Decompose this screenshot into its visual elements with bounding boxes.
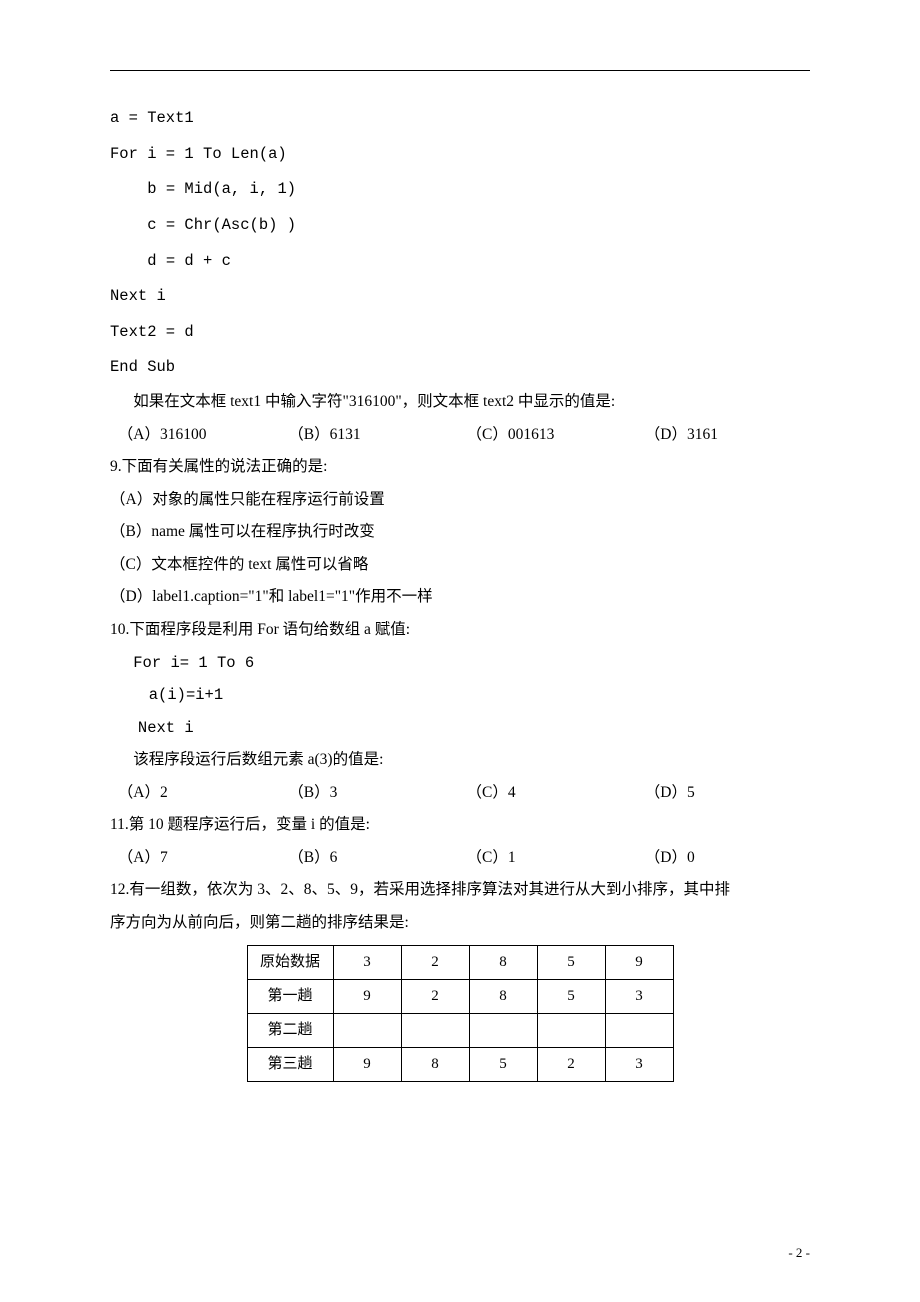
q8-opt-a: （A）316100 <box>118 419 289 452</box>
page-number: - 2 - <box>788 1239 810 1266</box>
q10-opt-d: （D）5 <box>645 777 695 810</box>
q10-options: （A）2 （B）3 （C）4 （D）5 <box>110 777 810 810</box>
cell: 9 <box>333 980 401 1014</box>
code-block-1: a = Text1 For i = 1 To Len(a) b = Mid(a,… <box>110 101 810 386</box>
cell: 2 <box>401 946 469 980</box>
code-line: For i = 1 To Len(a) <box>110 145 287 163</box>
cell <box>605 1014 673 1048</box>
cell: 2 <box>537 1048 605 1082</box>
q12-stem-2: 序方向为从前向后，则第二趟的排序结果是: <box>110 907 810 940</box>
q11-opt-d: （D）0 <box>645 842 695 875</box>
cell <box>537 1014 605 1048</box>
table-row: 第一趟 9 2 8 5 3 <box>247 980 673 1014</box>
q10-opt-a: （A）2 <box>118 777 289 810</box>
row-label: 原始数据 <box>247 946 333 980</box>
q11-options: （A）7 （B）6 （C）1 （D）0 <box>110 842 810 875</box>
q9-opt-a: （A）对象的属性只能在程序运行前设置 <box>110 484 810 517</box>
q9-opt-d: （D）label1.caption="1"和 label1="1"作用不一样 <box>110 581 810 614</box>
cell: 3 <box>605 980 673 1014</box>
q10-opt-b: （B）3 <box>288 777 466 810</box>
cell <box>469 1014 537 1048</box>
code-line: c = Chr(Asc(b) ) <box>147 216 296 234</box>
cell: 8 <box>469 946 537 980</box>
table-row: 第二趟 <box>247 1014 673 1048</box>
q11-opt-c: （C）1 <box>467 842 645 875</box>
document-page: a = Text1 For i = 1 To Len(a) b = Mid(a,… <box>0 0 920 1302</box>
row-label: 第三趟 <box>247 1048 333 1082</box>
q9-opt-c: （C）文本框控件的 text 属性可以省略 <box>110 549 810 582</box>
q8-stem: 如果在文本框 text1 中输入字符"316100"，则文本框 text2 中显… <box>110 386 810 419</box>
q10-code-l1: For i= 1 To 6 <box>110 647 810 680</box>
cell <box>333 1014 401 1048</box>
q12-stem-1: 12.有一组数，依次为 3、2、8、5、9，若采用选择排序算法对其进行从大到小排… <box>110 874 810 907</box>
q10-stem2: 该程序段运行后数组元素 a(3)的值是: <box>110 744 810 777</box>
q11-stem: 11.第 10 题程序运行后，变量 i 的值是: <box>110 809 810 842</box>
table-row: 原始数据 3 2 8 5 9 <box>247 946 673 980</box>
q9-stem: 9.下面有关属性的说法正确的是: <box>110 451 810 484</box>
code-line: End Sub <box>110 358 175 376</box>
cell: 2 <box>401 980 469 1014</box>
row-label: 第一趟 <box>247 980 333 1014</box>
table-row: 第三趟 9 8 5 2 3 <box>247 1048 673 1082</box>
cell: 8 <box>469 980 537 1014</box>
code-line: b = Mid(a, i, 1) <box>147 180 296 198</box>
q8-options: （A）316100 （B）6131 （C）001613 （D）3161 <box>110 419 810 452</box>
cell: 8 <box>401 1048 469 1082</box>
cell: 3 <box>605 1048 673 1082</box>
q10-code-l3: Next i <box>110 712 810 745</box>
q10-code-l2: a(i)=i+1 <box>110 679 810 712</box>
q10-stem: 10.下面程序段是利用 For 语句给数组 a 赋值: <box>110 614 810 647</box>
sort-table: 原始数据 3 2 8 5 9 第一趟 9 2 8 5 3 第二趟 第三趟 9 8 <box>247 945 674 1082</box>
cell: 5 <box>537 980 605 1014</box>
top-rule <box>110 70 810 71</box>
code-line: a = Text1 <box>110 109 194 127</box>
q11-opt-a: （A）7 <box>118 842 289 875</box>
q8-opt-b: （B）6131 <box>288 419 466 452</box>
q8-opt-c: （C）001613 <box>467 419 645 452</box>
q8-opt-d: （D）3161 <box>645 419 718 452</box>
code-line: d = d + c <box>147 252 231 270</box>
cell: 9 <box>333 1048 401 1082</box>
row-label: 第二趟 <box>247 1014 333 1048</box>
cell: 5 <box>537 946 605 980</box>
code-line: Text2 = d <box>110 323 194 341</box>
q11-opt-b: （B）6 <box>288 842 466 875</box>
cell: 5 <box>469 1048 537 1082</box>
cell <box>401 1014 469 1048</box>
cell: 9 <box>605 946 673 980</box>
code-line: Next i <box>110 287 166 305</box>
cell: 3 <box>333 946 401 980</box>
q10-opt-c: （C）4 <box>467 777 645 810</box>
q9-opt-b: （B）name 属性可以在程序执行时改变 <box>110 516 810 549</box>
